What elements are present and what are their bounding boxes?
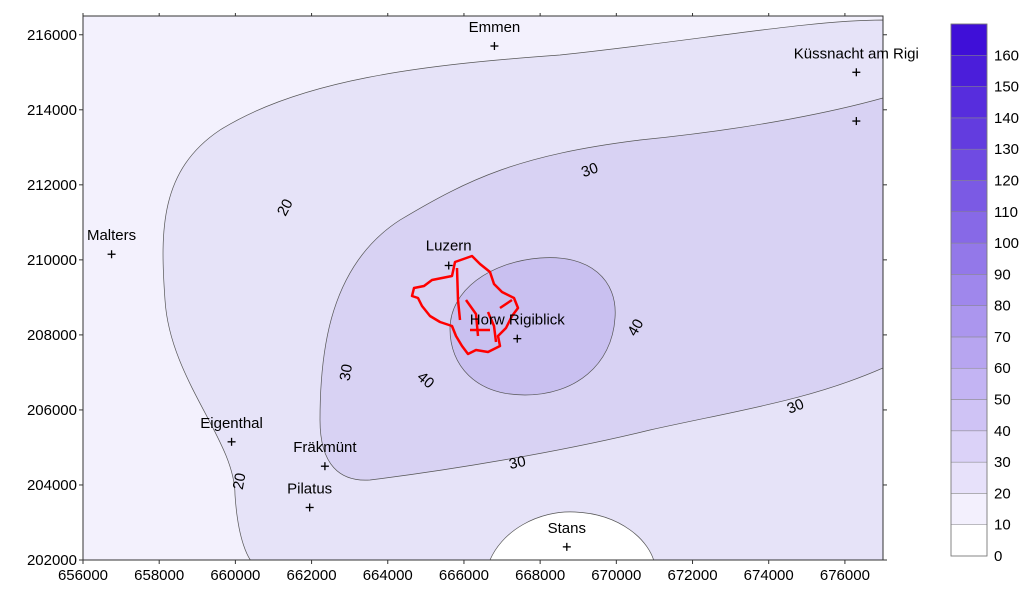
x-tick-label: 660000 [210,567,260,584]
legend-label: 130 [994,141,1019,158]
place-label: Küssnacht am Rigi [794,45,919,62]
x-tick-label: 676000 [820,567,870,584]
contour-label: 40 [624,316,647,339]
place-marker: Küssnacht am Rigi [794,45,919,77]
place-marker: Fräkmünt [293,439,357,471]
legend-label: 0 [994,548,1002,565]
legend-swatch [950,336,988,369]
legend-label: 80 [994,298,1011,315]
x-tick-label: 658000 [134,567,184,584]
y-tick-label: 206000 [27,402,77,419]
legend-swatch [950,211,988,244]
legend-label: 160 [994,47,1019,64]
band-0-10-stans [489,511,654,560]
legend-label: 60 [994,360,1011,377]
legend-swatch [950,117,988,150]
plot-area [83,16,883,560]
place-label: Horw Rigiblick [470,312,566,329]
contour-label: 30 [337,363,357,382]
legend-swatch [950,305,988,338]
legend-label: 20 [994,485,1011,502]
legend-label: 70 [994,329,1011,346]
place-marker: Eigenthal [200,415,263,446]
contour-label: 30 [579,159,600,181]
y-tick-label: 202000 [27,552,77,569]
legend-swatch [950,86,988,119]
place-label: Fräkmünt [293,439,357,456]
x-tick-label: 670000 [591,567,641,584]
place-label: Pilatus [287,480,332,497]
legend-label: 10 [994,517,1011,534]
place-marker [852,117,861,126]
contour-label: 20 [230,472,250,491]
color-legend: 0 10 20 30 40 50 60 70 80 90 100 110 120 130 140 150 160 [950,23,1019,565]
x-tick-label: 666000 [439,567,489,584]
axes: 656000 658000 660000 662000 664000 666000 6680… [27,13,887,584]
legend-swatch [950,180,988,213]
place-marker: Luzern [426,237,472,270]
place-marker: Emmen [469,19,521,51]
place-label: Stans [548,520,586,537]
place-marker: Pilatus [287,480,332,512]
place-label: Emmen [469,19,521,36]
place-marker: Malters [87,227,136,259]
y-tick-label: 204000 [27,477,77,494]
legend-swatch [950,493,988,525]
legend-swatch [950,430,988,463]
x-tick-label: 674000 [744,567,794,584]
legend-swatch [950,461,988,494]
legend-swatch [950,23,988,56]
legend-swatch [950,55,988,87]
legend-label: 110 [994,204,1018,221]
y-tick-label: 210000 [27,252,77,269]
legend-label: 30 [994,454,1011,471]
legend-label: 50 [994,392,1011,409]
legend-swatch [950,242,988,275]
y-tick-label: 216000 [27,27,77,44]
x-tick-label: 664000 [363,567,413,584]
legend-label: 140 [994,110,1019,127]
place-marker: Horw Rigiblick [470,312,566,343]
legend-label: 40 [994,423,1011,440]
x-tick-label: 672000 [667,567,717,584]
legend-swatch [950,148,988,181]
legend-swatch [950,524,988,557]
legend-label: 100 [994,235,1019,252]
contour-label: 30 [785,396,807,418]
legend-frame [950,23,988,557]
legend-swatch [950,399,988,432]
x-tick-label: 662000 [287,567,337,584]
place-label: Eigenthal [200,415,263,432]
y-tick-label: 212000 [27,177,77,194]
x-tick-label: 656000 [58,567,108,584]
legend-label: 90 [994,266,1011,283]
plot-frame [82,15,884,561]
place-label: Luzern [426,237,472,254]
contour-label: 20 [274,196,297,219]
legend-swatch [950,274,988,306]
legend-swatch [950,367,988,400]
legend-label: 120 [994,172,1019,189]
band-40-50 [449,257,616,396]
places: Emmen Küssnacht am Rigi Malters Luzern Horw … [87,19,919,551]
x-tick-label: 668000 [515,567,565,584]
place-label: Malters [87,227,136,244]
y-tick-label: 214000 [27,102,77,119]
municipality-boundary [410,254,520,356]
y-tick-label: 208000 [27,327,77,344]
contour-label: 30 [507,453,527,473]
legend-label: 150 [994,79,1019,96]
place-marker: Stans [548,520,586,551]
